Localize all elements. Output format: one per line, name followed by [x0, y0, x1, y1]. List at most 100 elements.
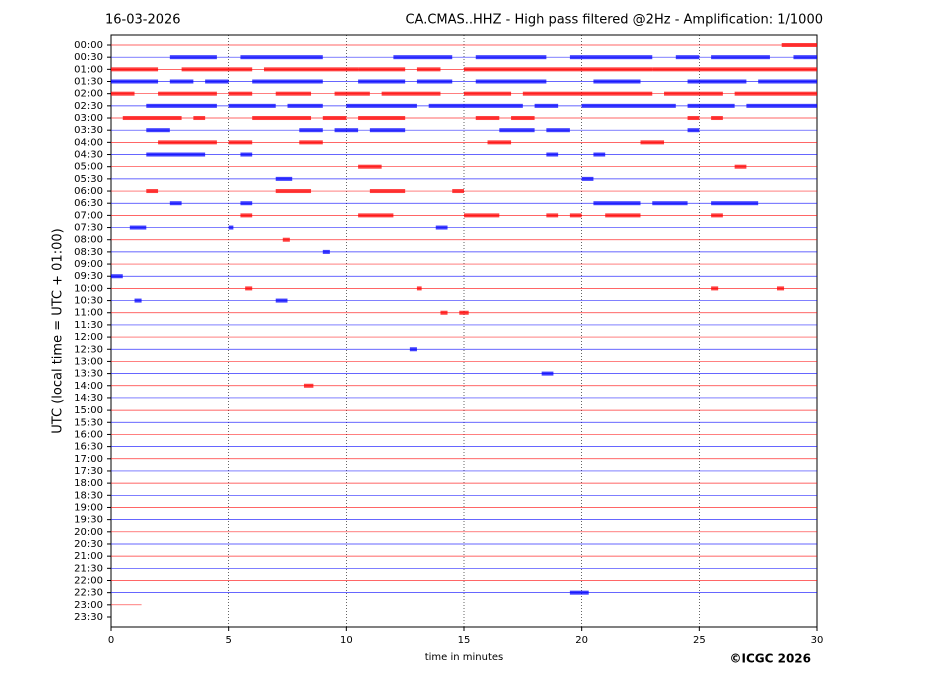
burst: [440, 310, 448, 315]
burst: [416, 79, 453, 84]
burst: [240, 213, 253, 218]
burst: [699, 67, 817, 72]
burst: [275, 189, 312, 194]
y-tick-label: 22:00: [74, 575, 103, 586]
burst: [711, 286, 719, 291]
y-axis-label: UTC (local time = UTC + 01:00): [51, 228, 66, 433]
y-tick-label: 14:30: [74, 393, 103, 404]
y-tick-label: 22:30: [74, 588, 103, 599]
burst: [541, 371, 554, 376]
burst: [522, 91, 653, 96]
burst: [158, 140, 217, 145]
y-tick-label: 09:00: [74, 259, 103, 270]
y-tick-label: 03:00: [74, 113, 103, 124]
y-tick-label: 00:30: [74, 52, 103, 63]
x-tick-label: 5: [225, 635, 231, 646]
burst: [581, 103, 676, 108]
burst: [711, 55, 770, 60]
burst: [546, 152, 559, 157]
burst: [358, 164, 382, 169]
y-tick-label: 18:30: [74, 490, 103, 501]
burst: [581, 176, 594, 181]
x-tick-label: 15: [458, 635, 471, 646]
y-tick-label: 15:00: [74, 405, 103, 416]
burst: [111, 274, 123, 279]
burst: [416, 286, 422, 291]
burst: [569, 55, 653, 60]
y-tick-label: 02:30: [74, 101, 103, 112]
burst: [111, 91, 135, 96]
burst: [369, 128, 406, 133]
burst: [534, 103, 559, 108]
burst: [652, 67, 700, 72]
burst: [275, 298, 288, 303]
burst: [452, 189, 464, 194]
burst: [228, 225, 234, 230]
burst: [334, 91, 370, 96]
burst: [687, 116, 700, 121]
burst: [546, 213, 559, 218]
x-tick-label: 20: [575, 635, 588, 646]
x-axis-label: time in minutes: [425, 652, 504, 663]
burst: [409, 347, 417, 352]
y-tick-label: 06:30: [74, 198, 103, 209]
burst: [287, 103, 323, 108]
burst: [322, 116, 347, 121]
burst: [358, 67, 406, 72]
burst: [129, 225, 147, 230]
y-tick-label: 14:00: [74, 381, 103, 392]
burst: [282, 237, 290, 242]
burst: [181, 67, 253, 72]
burst: [664, 91, 723, 96]
burst: [252, 116, 312, 121]
burst: [487, 140, 512, 145]
burst: [358, 213, 394, 218]
burst: [122, 116, 182, 121]
burst: [464, 91, 512, 96]
burst: [146, 103, 217, 108]
burst: [228, 103, 276, 108]
burst: [781, 43, 817, 47]
y-tick-label: 01:30: [74, 77, 103, 88]
burst: [464, 67, 653, 72]
burst: [303, 383, 314, 388]
y-tick-label: 08:30: [74, 247, 103, 258]
y-tick-label: 00:00: [74, 40, 103, 51]
burst: [169, 201, 182, 206]
y-tick-label: 20:00: [74, 527, 103, 538]
y-tick-label: 05:30: [74, 174, 103, 185]
y-tick-label: 09:30: [74, 271, 103, 282]
y-tick-label: 04:00: [74, 137, 103, 148]
burst: [346, 103, 417, 108]
burst: [205, 79, 229, 84]
burst: [475, 116, 500, 121]
burst: [111, 67, 159, 72]
y-tick-label: 03:30: [74, 125, 103, 136]
burst: [475, 55, 547, 60]
y-tick-label: 13:00: [74, 356, 103, 367]
y-tick-label: 12:00: [74, 332, 103, 343]
burst: [299, 140, 323, 145]
burst: [334, 128, 359, 133]
y-tick-label: 10:00: [74, 283, 103, 294]
y-tick-label: 08:00: [74, 235, 103, 246]
y-tick-label: 20:30: [74, 539, 103, 550]
burst: [435, 225, 448, 230]
burst: [758, 79, 817, 84]
burst: [569, 213, 582, 218]
burst: [111, 79, 159, 84]
burst: [240, 201, 253, 206]
burst: [675, 55, 700, 60]
burst: [193, 116, 206, 121]
y-tick-label: 23:00: [74, 600, 103, 611]
y-tick-label: 17:00: [74, 454, 103, 465]
y-tick-label: 13:30: [74, 369, 103, 380]
burst: [746, 103, 817, 108]
burst: [569, 590, 589, 595]
burst: [687, 79, 747, 84]
y-tick-label: 15:30: [74, 417, 103, 428]
burst: [358, 79, 406, 84]
burst: [158, 91, 217, 96]
burst: [275, 91, 312, 96]
burst: [263, 67, 359, 72]
